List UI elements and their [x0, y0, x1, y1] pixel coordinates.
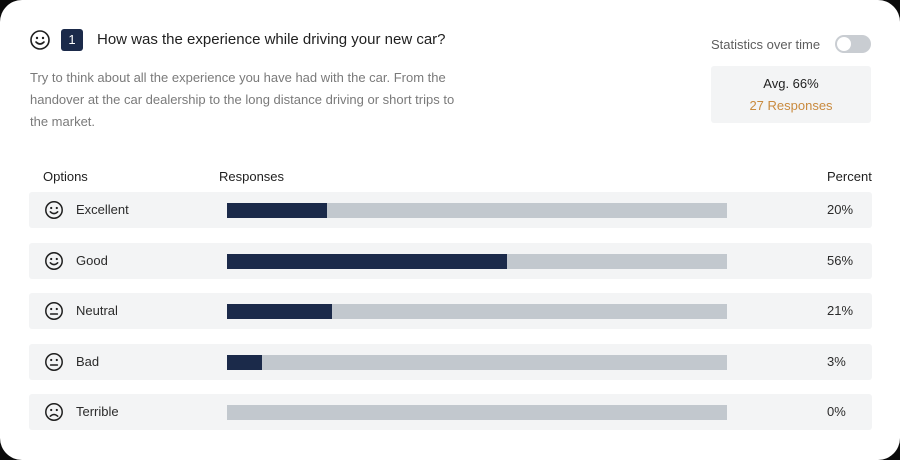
option-label: Bad — [76, 353, 100, 369]
option-percent: 0% — [827, 404, 846, 419]
response-bar-fill — [227, 253, 507, 269]
responses-column-header: Responses — [219, 169, 285, 184]
average-score: Avg. 66% — [763, 76, 819, 91]
response-bar-track — [227, 405, 727, 420]
smile-icon — [30, 30, 50, 50]
option-percent: 21% — [827, 303, 854, 318]
option-label: Excellent — [76, 202, 129, 217]
statistics-toggle-label: Statistics over time — [711, 37, 821, 52]
response-count: 27 Responses — [749, 98, 833, 113]
statistics-toggle[interactable] — [835, 35, 871, 53]
question-title: How was the experience while driving you… — [97, 31, 446, 48]
response-bar-track — [227, 253, 727, 269]
neutral-face-icon — [45, 352, 63, 371]
response-row: Neutral 21% — [29, 293, 872, 329]
response-bar-fill — [227, 304, 332, 319]
toggle-knob — [837, 37, 851, 51]
summary-box: Avg. 66% 27 Responses — [711, 66, 871, 123]
option-percent: 20% — [827, 202, 854, 217]
neutral-face-icon — [45, 302, 63, 320]
smile-icon — [45, 201, 63, 219]
smile-icon — [45, 251, 63, 270]
option-label: Neutral — [76, 303, 118, 318]
frown-icon — [45, 403, 63, 421]
option-percent: 3% — [827, 353, 846, 369]
response-row: Excellent 20% — [29, 192, 872, 228]
response-bar-track — [227, 203, 727, 218]
question-number-badge: 1 — [61, 29, 83, 51]
response-bar-track — [227, 354, 727, 370]
option-label: Good — [76, 252, 108, 268]
question-description: Try to think about all the experience yo… — [30, 70, 455, 129]
response-row: Good 56% — [29, 242, 872, 279]
response-rows: Excellent 20% Good 56% Neu — [29, 192, 872, 445]
options-column-header: Options — [43, 169, 88, 184]
option-label: Terrible — [76, 404, 119, 419]
response-row: Terrible 0% — [29, 394, 872, 430]
response-bar-fill — [227, 354, 262, 370]
response-bar-track — [227, 304, 727, 319]
response-row: Bad 3% — [29, 343, 872, 380]
response-bar-fill — [227, 203, 327, 218]
percent-column-header: Percent — [827, 169, 872, 184]
option-percent: 56% — [827, 252, 854, 268]
